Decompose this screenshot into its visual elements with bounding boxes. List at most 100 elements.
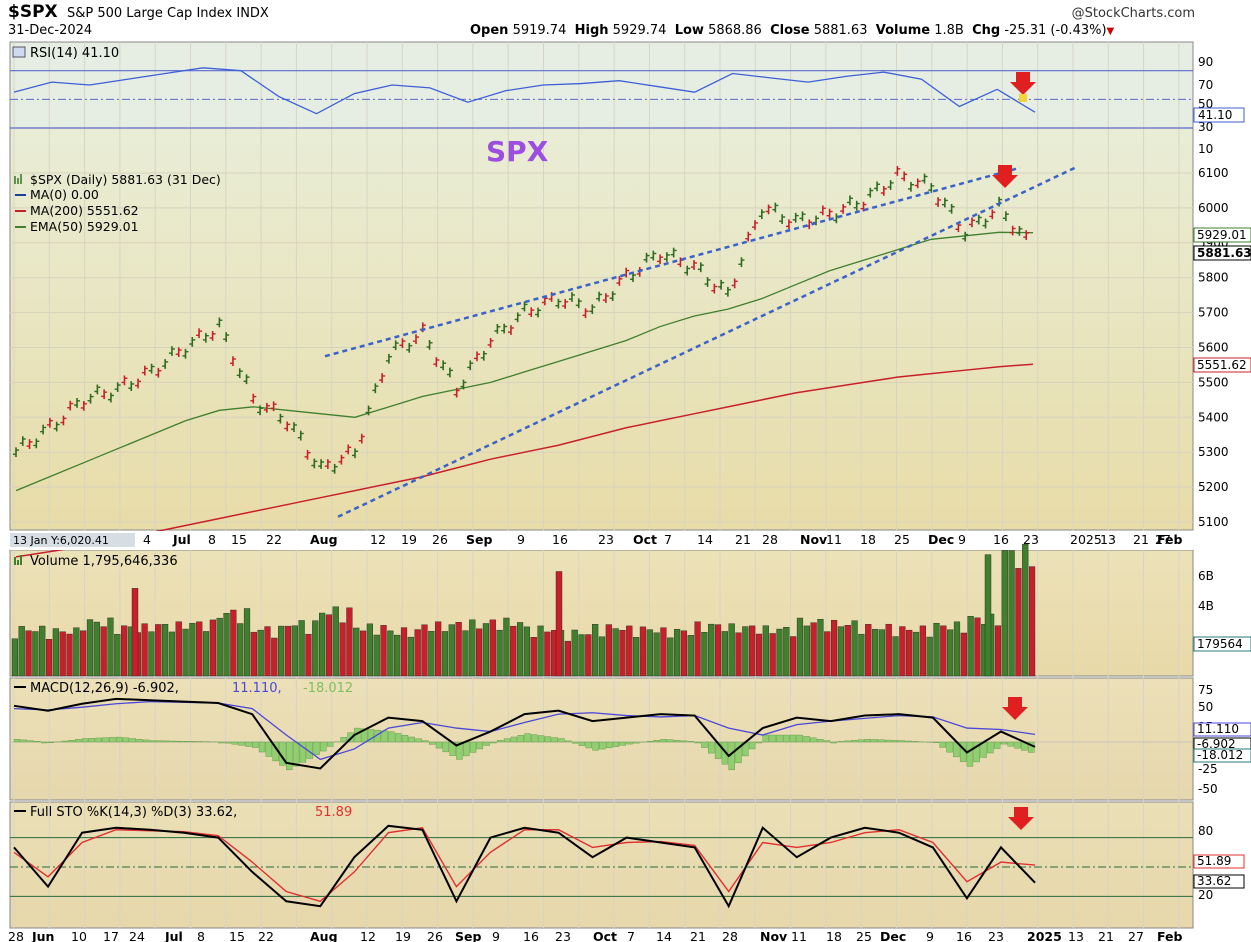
rsi-line xyxy=(13,67,1036,115)
macd-histogram-bar xyxy=(755,741,763,744)
macd-histogram-bar xyxy=(837,741,844,743)
macd-histogram-bar xyxy=(388,731,395,743)
bottom-axis-label: 11 xyxy=(791,929,807,942)
volume-bar xyxy=(680,630,688,677)
macd-histogram-bar xyxy=(1007,741,1014,747)
macd-histogram-bar xyxy=(667,739,674,743)
volume-bar xyxy=(121,625,128,677)
macd-histogram-bar xyxy=(878,739,885,743)
volume-bar xyxy=(633,637,640,677)
chart-subtitle: S&P 500 Large Cap Index INDX xyxy=(67,6,269,21)
macd-histogram-bar xyxy=(20,739,28,743)
volume-bar xyxy=(994,625,1002,677)
macd-histogram-bar xyxy=(258,741,266,753)
bottom-axis-label: 15 xyxy=(229,929,245,942)
macd-histogram-bar xyxy=(796,734,803,743)
volume-value: 1.8B xyxy=(934,23,964,38)
volume-bar xyxy=(831,619,838,677)
volume-bar xyxy=(230,609,237,677)
volume-spike-bar xyxy=(984,554,992,677)
bottom-axis-label: 23 xyxy=(555,929,571,942)
macd-histogram-bar xyxy=(776,734,783,743)
bottom-axis-label: 9 xyxy=(926,929,934,942)
volume-label: Volume xyxy=(875,23,931,38)
price-value-box xyxy=(1193,245,1251,261)
close-value: 5881.63 xyxy=(813,23,868,38)
macd-histogram-bar xyxy=(558,738,565,743)
volume-bar xyxy=(714,624,722,677)
macd-histogram-bar xyxy=(803,736,810,743)
date-axis-label: 19 xyxy=(401,532,417,547)
volume-bar xyxy=(469,619,476,677)
volume-value-box xyxy=(1193,636,1251,652)
macd-histogram-bar xyxy=(61,740,68,743)
brand-watermark[interactable]: @StockCharts.com xyxy=(1071,6,1195,21)
macd-histogram-bar xyxy=(510,736,518,743)
volume-bar xyxy=(571,629,578,677)
sto-value-label: 33.62 xyxy=(1197,874,1231,888)
volume-bar xyxy=(544,631,551,677)
rsi-legend: RSI(14) 41.10 xyxy=(30,46,119,61)
macd-histogram-bar xyxy=(88,738,96,743)
macd-histogram-bar xyxy=(599,741,606,750)
down-triangle-icon: ▼ xyxy=(1106,26,1115,37)
volume-bar xyxy=(728,623,735,677)
volume-bar xyxy=(32,631,39,677)
sto-tick-label: 20 xyxy=(1198,888,1213,902)
date-axis-label: 21 xyxy=(735,532,751,547)
price-tick-label: 5500 xyxy=(1198,375,1229,389)
price-tick-label: 5400 xyxy=(1198,410,1229,424)
macd-histogram-bar xyxy=(619,741,626,746)
macd-histogram-bar xyxy=(973,741,980,763)
macd-histogram-bar xyxy=(735,741,742,764)
volume-bar xyxy=(851,620,858,677)
volume-bar xyxy=(264,626,271,677)
volume-bar xyxy=(639,626,647,677)
volume-bar xyxy=(366,623,373,677)
macd-histogram-bar xyxy=(932,741,940,743)
bottom-axis-label: Jul xyxy=(164,929,183,942)
volume-spike-bar xyxy=(555,571,563,677)
volume-bar xyxy=(769,633,776,677)
volume-bar xyxy=(278,625,285,677)
macd-histogram-bar xyxy=(708,741,715,754)
macd-histogram-bar xyxy=(830,741,837,744)
macd-histogram-bar xyxy=(469,741,477,753)
date-axis-label: 26 xyxy=(432,532,448,547)
price-down-arrow-icon xyxy=(992,165,1018,188)
macd-histogram-bar xyxy=(265,741,273,757)
macd-histogram-bar xyxy=(769,734,776,743)
macd-histogram-bar xyxy=(149,740,157,743)
volume-bar xyxy=(899,626,906,677)
volume-bar xyxy=(223,613,230,677)
macd-histogram-bar xyxy=(170,740,177,743)
macd-histogram-bar xyxy=(816,739,824,743)
volume-bar xyxy=(284,625,292,677)
macd-histogram-bar xyxy=(490,741,497,744)
volume-bar xyxy=(940,625,947,677)
volume-bar xyxy=(612,628,619,677)
macd-histogram-bar xyxy=(326,741,334,747)
volume-bar xyxy=(243,608,251,677)
price-tick-label: 6000 xyxy=(1198,201,1229,215)
macd-histogram-bar xyxy=(143,739,150,743)
date-axis-label: 11 xyxy=(826,532,842,547)
macd-histogram-bar xyxy=(75,739,82,743)
volume-bar xyxy=(107,617,114,677)
volume-bar xyxy=(1015,568,1022,677)
bottom-axis-label: 12 xyxy=(360,929,376,942)
date-axis-label: 23 xyxy=(1023,532,1039,547)
price-value-box xyxy=(1193,357,1251,373)
volume-bar xyxy=(196,621,203,677)
price-value-label: 5881.63 xyxy=(1197,246,1251,260)
chart-date: 31-Dec-2024 xyxy=(8,23,93,38)
price-tick-label: 5700 xyxy=(1198,306,1229,320)
price-legend-entry: EMA(50) 5929.01 xyxy=(30,219,139,234)
price-tick-label: 5800 xyxy=(1198,271,1229,285)
macd-histogram-bar xyxy=(81,738,89,743)
volume-bar xyxy=(52,628,59,677)
volume-bar xyxy=(421,624,428,677)
volume-bar xyxy=(598,636,606,677)
macd-histogram-bar xyxy=(946,741,953,753)
macd-histogram-bar xyxy=(177,740,184,743)
